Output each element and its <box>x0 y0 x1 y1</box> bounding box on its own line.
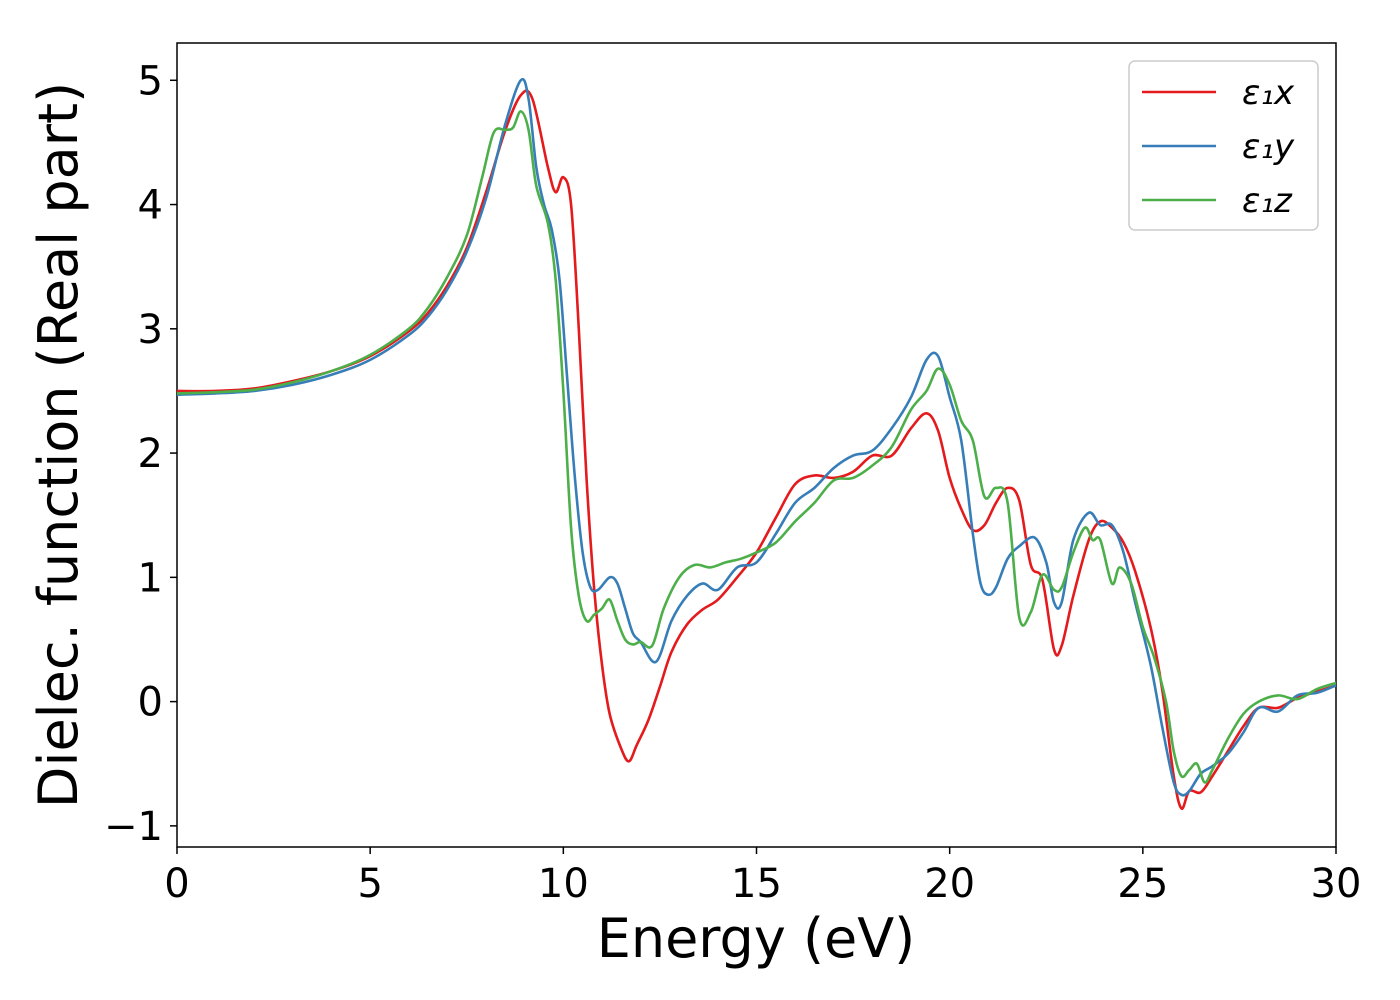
y-tick-label: 1 <box>138 555 163 601</box>
series-line-3 <box>177 110 1336 784</box>
x-tick-label: 10 <box>538 861 589 907</box>
x-axis-ticks: 0 5 10 15 20 25 30 <box>164 847 1361 907</box>
x-tick-label: 5 <box>357 861 382 907</box>
series-lines <box>177 77 1336 810</box>
legend-label-1: ε₁x <box>1242 73 1295 113</box>
x-tick-label: 20 <box>924 861 975 907</box>
y-tick-label: 4 <box>138 183 163 229</box>
y-tick-label: 0 <box>138 680 163 726</box>
x-axis-title: Energy (eV) <box>597 907 916 970</box>
legend-box <box>1128 60 1319 231</box>
x-tick-label: 0 <box>164 861 189 907</box>
y-tick-label: 5 <box>138 58 163 104</box>
legend-label-3: ε₁z <box>1242 181 1293 221</box>
x-tick-label: 25 <box>1117 861 1168 907</box>
y-tick-label: −1 <box>104 804 163 850</box>
y-tick-label: 2 <box>138 431 163 477</box>
series-line-2 <box>177 77 1336 797</box>
y-axis-ticks: −1 0 1 2 3 4 5 <box>104 58 177 850</box>
x-tick-label: 30 <box>1311 861 1362 907</box>
y-axis-title: Dielec. function (Real part) <box>27 82 90 808</box>
y-tick-label: 3 <box>138 307 163 353</box>
legend: ε₁x ε₁y ε₁z <box>1128 60 1319 231</box>
legend-label-2: ε₁y <box>1242 127 1295 167</box>
x-tick-label: 15 <box>731 861 782 907</box>
